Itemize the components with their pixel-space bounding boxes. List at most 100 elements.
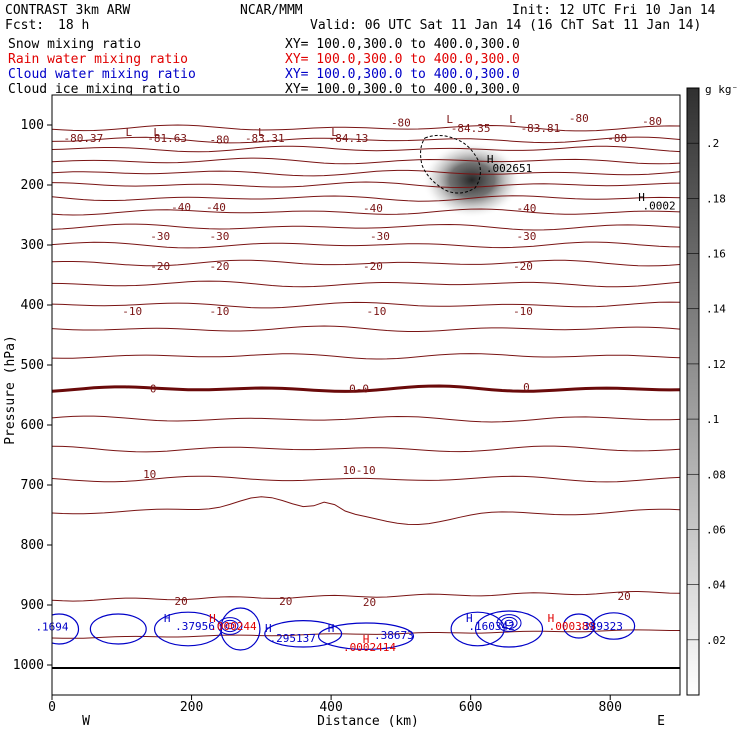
legend-entry-xy: XY= 100.0,300.0 to 400.0,300.0 [285, 67, 520, 82]
colorbar-tick-label: .2 [706, 137, 719, 150]
temperature-contour-label: -20 [150, 260, 170, 273]
extremum-value-label: .0002414 [343, 641, 396, 654]
x-tick-label: 600 [459, 700, 482, 715]
temperature-contour [52, 415, 680, 423]
temperature-contour-label: -30 [370, 230, 390, 243]
extremum-value-label: .160342 [468, 620, 514, 633]
temperature-contour-label: -40 [517, 202, 537, 215]
y-tick-label: 200 [21, 178, 44, 193]
extremum-value-label: .295137 [270, 632, 316, 645]
extremum-value-label: .0002 [643, 199, 676, 212]
figure-center-label: NCAR/MMM [240, 3, 303, 18]
temperature-contour-label: -40 [363, 202, 383, 215]
temperature-contour [52, 259, 680, 267]
cloud-water-contour [500, 616, 518, 630]
cloud-water-contour [264, 619, 343, 648]
y-tick-label: 1000 [13, 658, 44, 673]
legend-entry-xy: XY= 100.0,300.0 to 400.0,300.0 [285, 52, 520, 67]
extremum-marker: H [548, 612, 555, 625]
extremum-marker: H [265, 622, 272, 635]
temperature-contour [52, 208, 680, 216]
temperature-contour-label: -30 [210, 230, 230, 243]
colorbar-ramp [686, 87, 700, 696]
cloud-water-contour [225, 622, 235, 630]
east-label: E [657, 714, 665, 729]
extremum-marker: L [153, 126, 160, 139]
temperature-contour [52, 223, 680, 231]
legend-entry-name: Cloud water mixing ratio [8, 67, 196, 82]
plot-area: -80.37 -81.63 -80 -83.31 -84.13 -80 -84.35 -83.… [35, 94, 681, 696]
temperature-contour [52, 475, 680, 483]
temperature-contour-label: -80 [569, 112, 589, 125]
extremum-value-label: .37956 [175, 620, 215, 633]
forecast-label: Fcst: [5, 18, 44, 33]
temperature-contour [52, 353, 680, 360]
legend-entry-name: Cloud ice mixing ratio [8, 82, 180, 97]
temperature-contour-label: -40 [206, 201, 226, 214]
extremum-marker: H [638, 191, 645, 204]
temperature-contour [52, 157, 680, 165]
temperature-contour-label: -10 [513, 305, 533, 318]
cloud-water-contour [217, 617, 243, 635]
temperature-contour [52, 280, 680, 288]
temperature-contour-label: -80 [210, 133, 230, 146]
temperature-contour [52, 445, 680, 453]
cloud-water-contour [221, 619, 239, 633]
temperature-contour [52, 145, 680, 153]
temperature-contour [52, 629, 680, 639]
temperature-contour-label: 20 [618, 590, 631, 603]
colorbar-tick-label: .1 [706, 413, 719, 426]
temperature-contour [52, 301, 680, 309]
y-tick-label: 100 [21, 118, 44, 133]
temperature-contour-label: -80.37 [64, 132, 104, 145]
temperature-contour-label: 20 [363, 596, 376, 609]
extremum-value-label: .000244 [210, 620, 257, 633]
temperature-contour-label: -83.31 [245, 132, 285, 145]
cloud-water-contour [52, 613, 80, 645]
temperature-contour-label: -83.81 [521, 122, 561, 135]
colorbar-tick-label: .08 [706, 468, 726, 481]
temperature-contour-label: -40 [171, 201, 191, 214]
temperature-contour-label: -84.13 [329, 132, 369, 145]
y-tick-label: 700 [21, 478, 44, 493]
temperature-contour-label: 10 [143, 468, 156, 481]
temperature-contour-label: 20 [174, 595, 187, 608]
extremum-marker: H [209, 612, 216, 625]
extremum-marker: H [164, 612, 171, 625]
temperature-contour [52, 325, 680, 332]
x-tick-label: 200 [180, 700, 203, 715]
temperature-contour [52, 195, 680, 202]
extremum-marker: H [328, 622, 335, 635]
temperature-contour-label: 0 [150, 382, 157, 395]
cloud-water-contour [153, 611, 223, 647]
extremum-value-label: .002651 [486, 162, 532, 175]
cloud-water-contour [504, 619, 514, 627]
temperature-contour-label: -20 [363, 260, 383, 273]
temperature-contour [52, 590, 680, 602]
extremum-value-label: .000389 [549, 620, 595, 633]
plot-border [51, 94, 681, 696]
west-label: W [82, 714, 90, 729]
temperature-contour-label: -10 [210, 305, 230, 318]
extremum-marker: L [258, 126, 265, 139]
valid-time: Valid: 06 UTC Sat 11 Jan 14 (16 ChT Sat … [310, 18, 701, 33]
cloud-water-contour [592, 612, 636, 640]
y-tick-label: 500 [21, 358, 44, 373]
temperature-contour-label: -80 [391, 117, 411, 130]
temperature-contour [52, 496, 680, 526]
extremum-marker: L [509, 113, 516, 126]
x-axis: 0 200 400 600 800 [48, 695, 622, 715]
x-axis-label: Distance (km) [317, 714, 419, 729]
temperature-contour-label: -20 [210, 260, 230, 273]
extremum-marker: H [487, 153, 494, 166]
y-tick-label: 800 [21, 538, 44, 553]
extremum-marker: H [466, 612, 473, 625]
y-tick-label: 400 [21, 298, 44, 313]
temperature-contour-label: -20 [513, 260, 533, 273]
extremum-marker: L [331, 126, 338, 139]
cloud-water-contour [450, 611, 505, 647]
cloud-water-contour [220, 607, 261, 651]
temperature-contour [52, 136, 680, 144]
temperature-contour [52, 169, 680, 177]
extremum-marker: L [446, 113, 453, 126]
